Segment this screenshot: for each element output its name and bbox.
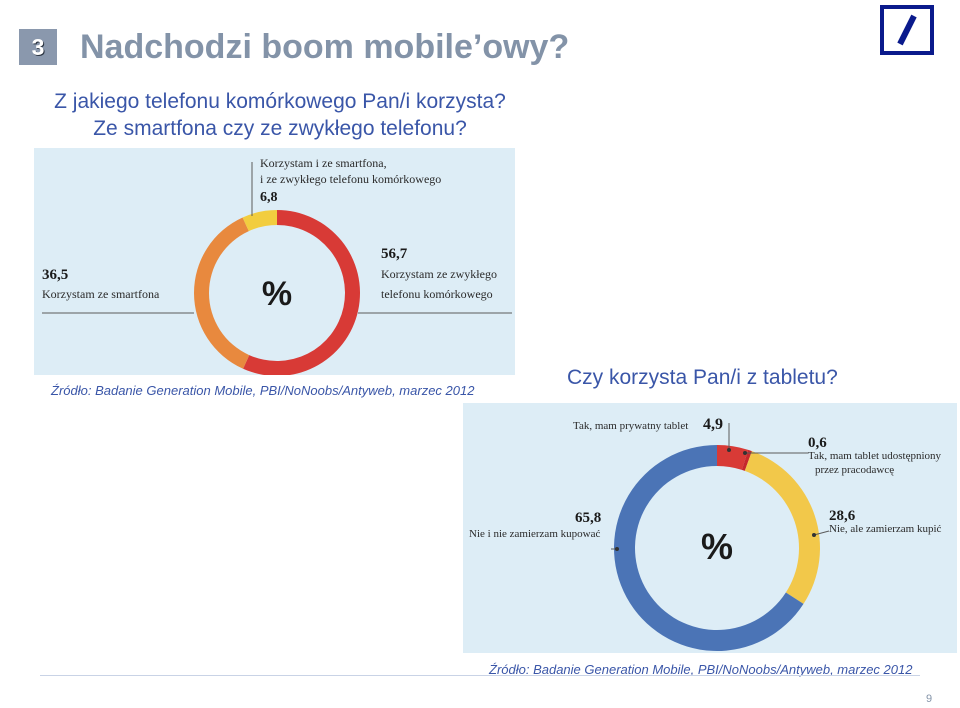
phone-slice-0 — [243, 210, 360, 375]
phone-value-both: 6,8 — [260, 190, 278, 205]
tablet-label-private: Tak, mam prywatny tablet — [573, 420, 688, 432]
section-number-badge: 3 — [19, 29, 57, 65]
phone-label-smartphone: Korzystam ze smartfona — [42, 287, 160, 301]
tablet-value-private: 4,9 — [703, 416, 723, 433]
tablet-label-no: Nie i nie zamierzam kupować — [469, 528, 600, 540]
phone-donut-chart: % Korzystam i ze smartfona, i ze zwykłeg… — [42, 156, 512, 375]
question-phone: Z jakiego telefonu komórkowego Pan/i kor… — [0, 88, 560, 142]
phone-chart: % Korzystam i ze smartfona, i ze zwykłeg… — [34, 148, 515, 375]
phone-label-both-line1: Korzystam i ze smartfona, — [260, 156, 387, 170]
phone-label-regular-line2: telefonu komórkowego — [381, 287, 493, 301]
tablet-value-will-buy: 28,6 — [829, 508, 856, 524]
tablet-chart-center-label: % — [701, 526, 733, 567]
tablet-slice-0 — [717, 445, 749, 470]
question-phone-line2: Ze smartfona czy ze zwykłego telefonu? — [93, 117, 467, 140]
footer-divider — [40, 675, 920, 676]
tablet-label-employer-line2: przez pracodawcę — [815, 464, 894, 476]
slide-title: Nadchodzi boom mobile’owy? — [80, 28, 570, 66]
tablet-label-employer-line1: Tak, mam tablet udostępniony — [808, 450, 942, 462]
tablet-donut-chart: % Tak, mam prywatny tablet 4,9 0,6 Tak, … — [469, 416, 942, 651]
phone-slice-2 — [242, 210, 277, 232]
phone-slice-1 — [194, 217, 250, 369]
tablet-value-no: 65,8 — [575, 510, 601, 526]
tablet-value-employer: 0,6 — [808, 435, 827, 451]
source-tablet: Źródło: Badanie Generation Mobile, PBI/N… — [489, 662, 913, 677]
source-phone: Źródło: Badanie Generation Mobile, PBI/N… — [51, 383, 475, 398]
logo-slash-mark — [897, 14, 917, 46]
bank-logo — [880, 5, 934, 55]
tablet-slice-1 — [741, 449, 752, 471]
question-phone-line1: Z jakiego telefonu komórkowego Pan/i kor… — [54, 90, 506, 113]
phone-donut-hole — [209, 225, 345, 361]
question-tablet: Czy korzysta Pan/i z tabletu? — [567, 366, 838, 389]
phone-value-regular: 56,7 — [381, 246, 408, 262]
tablet-slice-2 — [744, 451, 820, 604]
tablet-donut-hole — [635, 466, 799, 630]
phone-label-regular-line1: Korzystam ze zwykłego — [381, 267, 497, 281]
page-number: 9 — [926, 693, 933, 705]
phone-chart-center-label: % — [262, 275, 292, 313]
phone-label-both-line2: i ze zwykłego telefonu komórkowego — [260, 172, 441, 186]
phone-value-smartphone: 36,5 — [42, 267, 68, 283]
tablet-chart: % Tak, mam prywatny tablet 4,9 0,6 Tak, … — [463, 403, 957, 653]
tablet-label-will-buy: Nie, ale zamierzam kupić — [829, 523, 942, 535]
